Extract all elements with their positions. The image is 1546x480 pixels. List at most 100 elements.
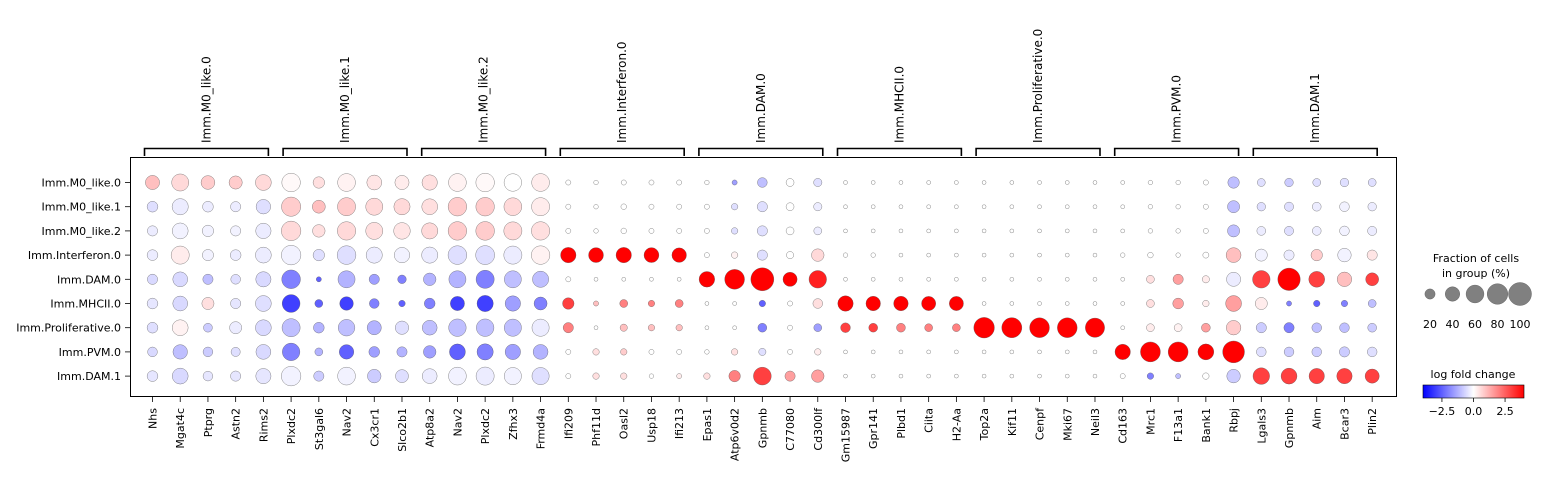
dot xyxy=(619,323,628,332)
dot xyxy=(504,295,521,312)
column-label: Gm15987 xyxy=(840,408,853,462)
dot xyxy=(840,322,851,333)
dot xyxy=(1037,373,1042,379)
dot xyxy=(230,225,241,237)
dot xyxy=(1065,228,1070,234)
dot xyxy=(870,252,876,258)
dot xyxy=(146,249,159,261)
dot xyxy=(1146,323,1155,332)
group-bracket xyxy=(698,147,824,156)
dot xyxy=(981,277,987,282)
dot xyxy=(731,348,739,356)
dot xyxy=(926,277,931,282)
dot xyxy=(676,203,682,210)
dot xyxy=(1252,367,1270,385)
dot xyxy=(146,370,159,382)
dot xyxy=(1256,226,1266,236)
dot xyxy=(704,325,710,330)
dot xyxy=(1065,277,1070,282)
column-label: Nhs xyxy=(147,408,160,429)
dot xyxy=(147,225,158,237)
column-labels: Nhs Mgat4c Ptprg Astn2 Rims2 Plxdc2 St3gal6 Nav… xyxy=(147,396,1379,462)
size-legend-label: 20 xyxy=(1423,318,1437,331)
group-bracket xyxy=(143,147,270,156)
column-label: Lgals3 xyxy=(1255,408,1268,444)
dot xyxy=(843,204,848,209)
dot xyxy=(1092,373,1098,379)
dot xyxy=(732,301,737,306)
dot xyxy=(367,369,382,384)
column-label: Phf11d xyxy=(590,408,603,446)
dot xyxy=(785,202,795,211)
dot xyxy=(981,228,987,234)
dot xyxy=(1313,300,1321,307)
dot xyxy=(593,180,599,185)
dot xyxy=(621,277,626,282)
column-label: St3gal6 xyxy=(313,408,326,450)
dot xyxy=(503,245,523,265)
dot xyxy=(1147,180,1153,185)
dot xyxy=(843,277,848,282)
dot xyxy=(926,228,931,234)
group-title: Imm.DAM.1 xyxy=(1308,73,1322,143)
dot xyxy=(704,349,710,355)
row-label: Imm.PVM.0 xyxy=(59,346,121,359)
dot xyxy=(504,270,522,289)
dot xyxy=(1284,226,1294,236)
dot xyxy=(1203,179,1209,186)
dot xyxy=(1009,180,1014,185)
dot xyxy=(893,296,909,311)
group-title: Imm.MHCII.0 xyxy=(892,66,906,143)
dot xyxy=(1367,323,1377,333)
dot xyxy=(782,272,798,287)
column-label: Astn2 xyxy=(230,408,243,440)
dot xyxy=(316,276,322,283)
dot xyxy=(202,371,213,382)
dot xyxy=(811,369,825,383)
dot xyxy=(1308,368,1325,384)
dot xyxy=(533,296,548,311)
column-label: Nav2 xyxy=(451,408,464,436)
colorbar-tick-label: 0.0 xyxy=(1465,405,1483,418)
dot xyxy=(147,346,158,357)
dot xyxy=(202,249,214,261)
dot xyxy=(1257,178,1266,187)
dot xyxy=(757,177,768,188)
dot xyxy=(1085,317,1105,338)
dot xyxy=(1120,277,1125,282)
dot xyxy=(1202,251,1210,259)
column-label: Zfhx3 xyxy=(507,408,520,440)
dot xyxy=(1037,252,1042,258)
dot xyxy=(1255,322,1267,334)
dot xyxy=(337,173,356,192)
dot xyxy=(811,248,825,262)
dot xyxy=(813,202,823,212)
row-label: Imm.MHCII.0 xyxy=(50,298,121,311)
dot xyxy=(1365,272,1379,286)
dot xyxy=(339,296,354,311)
dot xyxy=(704,301,710,306)
dot xyxy=(448,367,467,386)
dot xyxy=(787,349,793,355)
size-legend-label: 40 xyxy=(1446,318,1460,331)
row-label: Imm.DAM.1 xyxy=(57,370,121,383)
dot xyxy=(1009,204,1014,209)
dot xyxy=(676,179,682,186)
dot xyxy=(475,197,495,217)
dot xyxy=(1201,323,1211,333)
dot xyxy=(649,277,654,282)
dot xyxy=(282,342,301,361)
dot xyxy=(1367,226,1377,236)
dot xyxy=(230,274,241,285)
dot xyxy=(588,247,604,263)
group-title: Imm.M0_like.2 xyxy=(477,56,491,143)
dot xyxy=(229,321,242,334)
dot xyxy=(145,175,160,190)
dot xyxy=(675,299,684,308)
column-label: Neil3 xyxy=(1089,408,1102,436)
dot xyxy=(397,274,407,284)
dot xyxy=(981,301,987,306)
dot xyxy=(1367,202,1377,212)
dot xyxy=(732,325,737,330)
